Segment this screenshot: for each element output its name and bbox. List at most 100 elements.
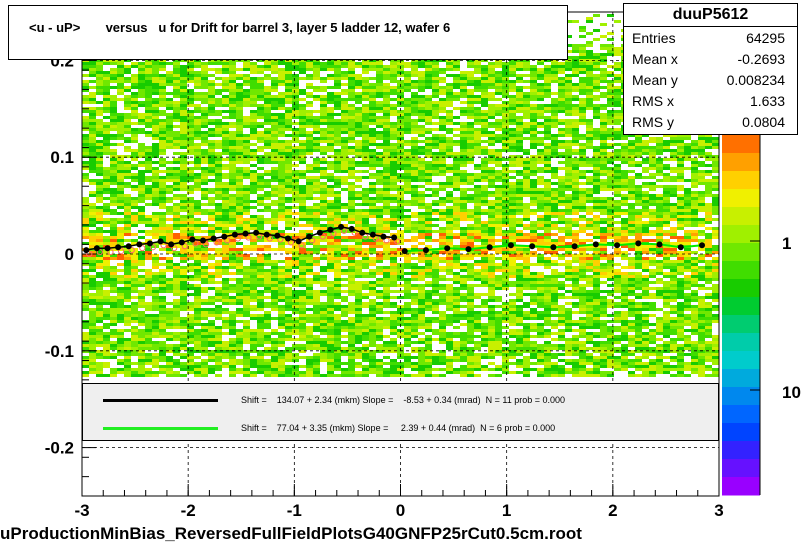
residual-point-red [181,243,188,250]
data-point-black [83,247,90,254]
color-scale-step [722,279,760,298]
x-tick-label: -3 [74,501,89,520]
residual-point-red [202,241,210,248]
data-point-black [210,235,217,242]
data-point-black [571,243,578,250]
data-point-black [157,238,164,245]
data-point-black [221,233,228,240]
data-point-black [486,244,493,251]
axes: -3 -2 -1 0 1 2 30.20.10-0.1-0.2 [45,11,724,520]
stats-box: duuP5612 Entries 64295 Mean x -0.2693 Mean… [623,3,798,135]
y-tick-label: 0 [65,245,74,264]
color-scale-step [722,351,760,370]
color-scale-step [722,243,760,262]
stats-label: Mean x [632,51,678,67]
data-point-black [104,245,111,252]
data-point-black [136,241,143,248]
stats-label: RMS y [632,114,674,130]
stats-label: Entries [632,30,676,46]
data-point-black [178,239,185,246]
residual-point-red [224,237,231,244]
color-scale-tick-label: 1 [782,234,791,253]
data-point-black [391,234,398,241]
data-point-black [529,243,536,250]
color-scale-step [722,423,760,442]
data-point-black [614,242,621,249]
data-point-black [465,246,472,253]
data-point-black [369,231,376,238]
residual-point-red [171,245,178,252]
color-scale-step [722,153,760,172]
color-scale-step [722,297,760,316]
residual-point-red [139,245,146,252]
residual-point-red [213,239,220,246]
color-scale-step [722,135,760,154]
chart-title: <u - uP> versus u for Drift for barrel 3… [8,5,568,60]
stats-name: duuP5612 [624,4,797,27]
data-point-black [550,244,557,251]
data-point-black [263,231,270,238]
data-point-black [507,242,514,249]
legend-entry-black-fit: Shift = 134.07 + 2.34 (mkm) Slope = -8.5… [83,393,718,407]
residual-point-red [245,234,252,241]
x-tick-label: -1 [287,501,302,520]
stats-value: 64295 [746,30,785,46]
color-scale-step [722,189,760,208]
residual-point-red [86,250,93,258]
data-point-black [401,248,408,255]
data-point-black [253,229,260,236]
residual-point-red [319,233,326,240]
x-tick-label: 3 [714,501,723,520]
data-point-black [348,225,355,232]
legend-entry-green-fit: Shift = 77.04 + 3.35 (mkm) Slope = 2.39 … [83,421,718,435]
stats-row: RMS x 1.633 [624,90,797,111]
residual-point-red [383,237,390,244]
residual-point-red [330,230,337,237]
stats-value: -0.2693 [737,51,785,67]
stats-value: 0.0804 [742,114,785,130]
color-scale-step [722,315,760,334]
x-tick-label: 0 [396,501,405,520]
data-point-black [125,243,132,250]
data-point-black [231,231,238,238]
data-point-black [306,233,313,240]
data-point-black [359,229,366,236]
legend-text: Shift = 77.04 + 3.35 (mkm) Slope = 2.39 … [241,423,556,433]
residual-point-red [394,238,401,245]
x-tick-label: 1 [502,501,511,520]
data-point-black [274,232,281,239]
data-point-black [189,236,196,243]
residual-point-red [128,247,135,254]
residual-point-red [117,247,125,255]
stats-row: Entries 64295 [624,27,797,48]
legend-text: Shift = 134.07 + 2.34 (mkm) Slope = -8.5… [241,395,566,405]
data-point-black [284,235,291,242]
residual-point-red [192,240,199,247]
data-point-black [677,244,684,251]
residual-point-red [107,248,114,256]
residual-point-red [96,248,103,256]
color-scale-step [722,459,760,478]
data-point-black [338,223,345,230]
residual-point-red [234,235,241,242]
residual-point-red [266,235,273,242]
x-tick-label: 2 [608,501,617,520]
data-point-black [327,226,334,233]
stats-row: Mean y 0.008234 [624,69,797,90]
data-point-black [93,245,100,252]
color-scale-step [722,207,760,226]
data-point-black [380,233,387,240]
color-scale-step [722,171,760,190]
data-point-black [444,245,451,252]
data-point-black [656,241,663,248]
data-point-black [635,240,642,247]
data-point-black [242,230,249,237]
data-point-black [146,240,153,247]
data-point-black [316,229,323,236]
stats-row: Mean x -0.2693 [624,48,797,69]
fit-legend: Shift = 134.07 + 2.34 (mkm) Slope = -8.5… [82,383,719,441]
legend-line-black [103,399,218,402]
y-tick-label: 0.1 [50,148,74,167]
data-point-black [200,237,207,244]
stats-value: 1.633 [749,93,785,109]
